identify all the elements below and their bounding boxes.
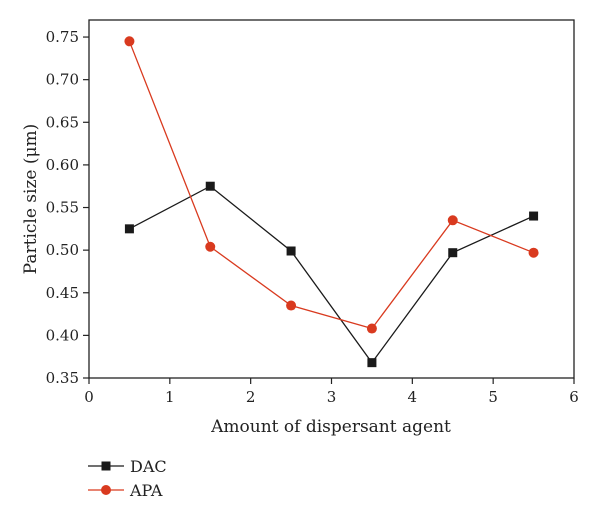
y-tick-label: 0.50 <box>46 241 79 259</box>
data-point-apa <box>366 323 377 334</box>
x-tick-label: 0 <box>84 388 94 406</box>
x-tick-label: 6 <box>569 388 579 406</box>
x-tick-label: 2 <box>246 388 256 406</box>
x-tick-label: 4 <box>408 388 418 406</box>
y-tick-label: 0.70 <box>46 71 79 89</box>
data-point-apa <box>286 300 297 311</box>
y-axis: 0.35 0.40 0.45 0.50 0.55 0.60 0.65 0.70 0.75 <box>46 28 89 387</box>
plot-frame <box>88 19 575 379</box>
legend-item-apa: APA <box>88 481 163 500</box>
x-tick-label: 3 <box>327 388 337 406</box>
y-tick-label: 0.55 <box>46 199 79 217</box>
data-point-apa <box>447 215 458 226</box>
data-point-dac <box>367 358 377 368</box>
data-point-dac <box>286 246 296 256</box>
series-line-dac <box>129 185 534 364</box>
legend-item-dac: DAC <box>88 457 167 476</box>
data-point-apa <box>205 241 216 252</box>
legend-label-apa: APA <box>129 481 163 500</box>
y-tick-label: 0.35 <box>46 369 79 387</box>
legend-marker-apa <box>101 485 111 495</box>
data-point-dac <box>448 248 458 258</box>
y-tick-label: 0.65 <box>46 113 79 131</box>
x-tick-label: 1 <box>165 388 175 406</box>
y-axis-label: Particle size (μm) <box>21 124 41 275</box>
y-tick-label: 0.40 <box>46 326 79 344</box>
legend: DAC APA <box>88 457 167 500</box>
data-point-dac <box>205 181 215 191</box>
x-axis-label: Amount of dispersant agent <box>210 417 451 437</box>
legend-marker-dac <box>101 461 111 471</box>
x-tick-label: 5 <box>488 388 498 406</box>
plot-area <box>124 36 539 368</box>
y-tick-label: 0.75 <box>46 28 79 46</box>
x-axis: 0 1 2 3 4 5 6 <box>84 378 579 406</box>
series-line-apa <box>128 41 534 330</box>
legend-label-dac: DAC <box>130 457 167 476</box>
data-point-apa <box>528 247 539 258</box>
data-point-dac <box>529 211 539 221</box>
data-point-apa <box>124 36 135 47</box>
y-tick-label: 0.45 <box>46 284 79 302</box>
data-point-dac <box>124 224 134 234</box>
y-tick-label: 0.60 <box>46 156 79 174</box>
